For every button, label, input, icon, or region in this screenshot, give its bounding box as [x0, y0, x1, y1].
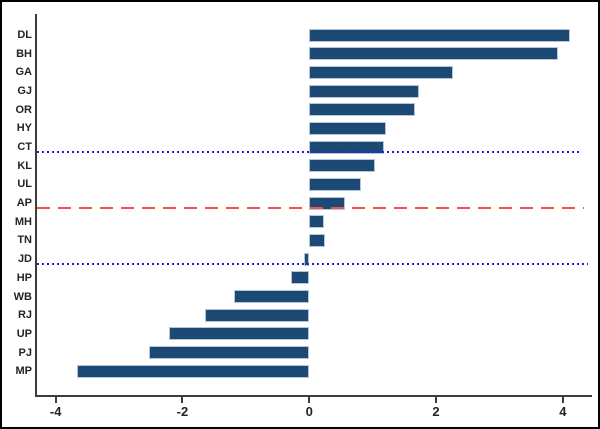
bar-kl	[309, 159, 375, 173]
y-axis-label-gj: GJ	[17, 85, 32, 98]
bar-ul	[309, 177, 361, 191]
y-axis-label-kl: KL	[17, 159, 32, 172]
x-tick-label--4: -4	[49, 404, 62, 419]
y-axis-label-ul: UL	[17, 178, 32, 191]
x-tick-mark	[181, 397, 184, 403]
x-tick-label-4: 4	[559, 404, 567, 419]
bar-pj	[148, 346, 310, 360]
y-axis-label-bh: BH	[16, 47, 32, 60]
x-tick-label-2: 2	[432, 404, 440, 419]
bar-mp	[77, 364, 310, 378]
blue-dotted-refline-jd	[37, 262, 589, 265]
bar-hy	[309, 121, 386, 135]
bar-wb	[233, 290, 310, 304]
bar-up	[168, 327, 310, 341]
y-axis-label-up: UP	[16, 327, 32, 340]
x-axis-line	[35, 395, 592, 397]
bar-rj	[204, 308, 310, 322]
bar-tn	[309, 233, 326, 247]
y-axis-label-ga: GA	[15, 66, 33, 79]
y-axis-label-wb: WB	[13, 290, 32, 303]
y-axis-label-rj: RJ	[17, 309, 32, 322]
bar-or	[309, 103, 416, 117]
bar-gj	[309, 84, 419, 98]
y-axis-label-ct: CT	[17, 141, 32, 154]
bar-ap	[309, 196, 346, 210]
y-axis-line	[35, 14, 37, 397]
y-axis-label-hy: HY	[16, 122, 32, 135]
x-tick-mark	[435, 397, 438, 403]
bar-bh	[309, 47, 559, 61]
bar-ct	[309, 140, 385, 154]
y-axis-label-pj: PJ	[18, 346, 32, 359]
y-axis-label-mp: MP	[15, 365, 33, 378]
y-axis-label-hp: HP	[16, 271, 32, 284]
x-tick-label--2: -2	[176, 404, 189, 419]
bar-dl	[309, 28, 570, 42]
y-axis-label-mh: MH	[14, 215, 32, 228]
x-tick-mark	[561, 397, 564, 403]
blue-dotted-refline-ct	[37, 150, 581, 153]
red-dashed-refline-ap	[37, 206, 585, 209]
y-axis-label-dl: DL	[17, 29, 32, 41]
y-axis-label-or: OR	[15, 103, 33, 116]
bar-mh	[309, 215, 325, 229]
x-tick-label-0: 0	[305, 404, 313, 419]
x-tick-mark	[308, 397, 311, 403]
y-axis-label-tn: TN	[17, 234, 32, 247]
x-tick-mark	[54, 397, 57, 403]
bar-jd	[303, 252, 310, 266]
y-axis-label-jd: JD	[17, 253, 32, 266]
y-axis-label-ap: AP	[16, 197, 32, 210]
bar-ga	[309, 65, 454, 79]
bar-hp	[290, 271, 310, 285]
